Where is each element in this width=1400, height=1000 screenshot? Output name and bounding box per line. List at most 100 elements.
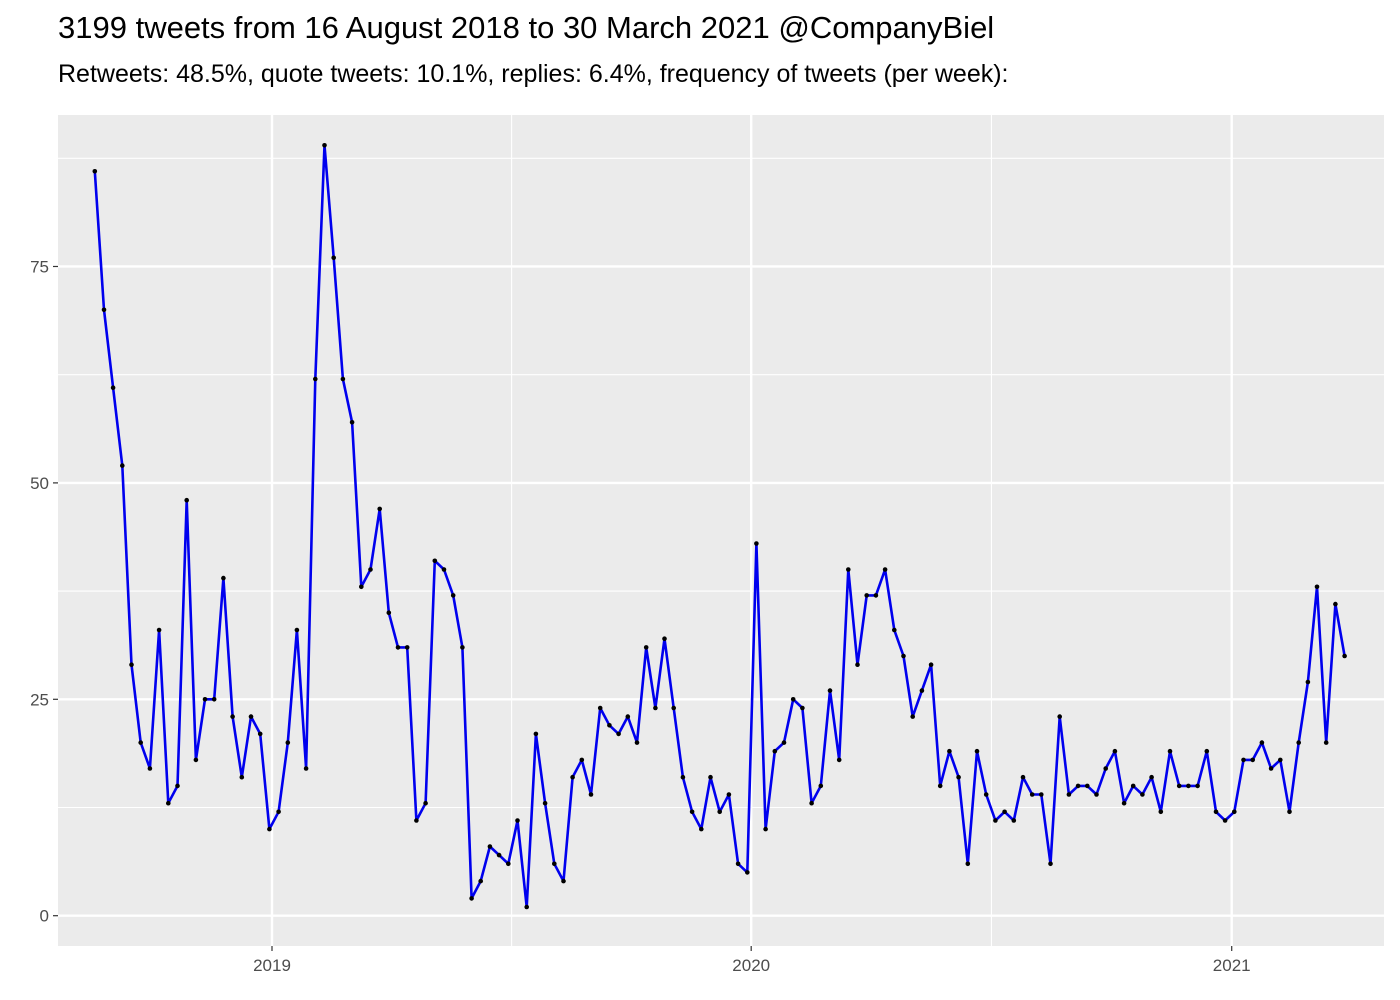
data-point (257, 731, 263, 737)
data-point (193, 757, 199, 763)
data-point (340, 376, 346, 382)
data-point (1057, 714, 1062, 719)
data-point (1314, 584, 1320, 590)
data-point (699, 826, 704, 832)
data-point (202, 697, 208, 702)
data-point (1176, 783, 1182, 789)
data-point (313, 376, 318, 382)
data-point (515, 818, 520, 823)
data-point (671, 705, 676, 711)
data-point (625, 714, 631, 719)
data-point (745, 870, 750, 875)
data-point (634, 740, 640, 745)
y-tick-label: 25 (30, 690, 49, 709)
data-point (607, 723, 612, 728)
data-point (873, 593, 879, 598)
data-point (836, 757, 842, 763)
data-point (322, 143, 327, 148)
data-point (910, 714, 915, 719)
data-point (147, 766, 153, 771)
data-point (919, 688, 925, 693)
data-point (1103, 766, 1108, 771)
data-point (211, 697, 217, 702)
data-point (1296, 740, 1301, 745)
y-tick-label: 50 (30, 474, 49, 493)
data-point (460, 645, 465, 650)
data-point (386, 610, 392, 615)
data-point (790, 697, 796, 702)
data-point (708, 774, 713, 780)
data-point (248, 714, 254, 719)
data-point (1002, 809, 1007, 815)
data-point (377, 506, 383, 512)
chart-title: 3199 tweets from 16 August 2018 to 30 Ma… (58, 10, 995, 45)
data-point (1342, 653, 1347, 659)
data-points (92, 143, 1347, 910)
data-point (285, 740, 291, 745)
data-point (239, 774, 245, 780)
data-point (1112, 748, 1118, 754)
data-point (120, 463, 125, 468)
data-point (1213, 809, 1219, 815)
data-point (993, 818, 998, 823)
data-point (754, 541, 759, 546)
data-point (267, 826, 272, 832)
data-point (1250, 757, 1255, 763)
data-point (643, 645, 649, 650)
data-point (1278, 757, 1283, 763)
data-point (1066, 792, 1072, 797)
data-point (1130, 783, 1136, 789)
data-point (901, 653, 906, 659)
data-point (1048, 861, 1053, 867)
data-point (1323, 740, 1329, 745)
data-point (404, 645, 410, 650)
data-point (653, 705, 658, 711)
data-point (1305, 679, 1311, 685)
data-point (101, 307, 107, 313)
data-point (1085, 783, 1090, 789)
chart-subtitle: Retweets: 48.5%, quote tweets: 10.1%, re… (58, 60, 1009, 88)
data-point (487, 844, 493, 849)
data-point (1158, 809, 1164, 815)
data-point (928, 662, 934, 667)
data-point (965, 861, 971, 867)
data-point (680, 774, 686, 780)
data-point (184, 497, 189, 503)
data-point (303, 766, 309, 771)
data-point (956, 774, 961, 780)
data-point (138, 740, 143, 745)
data-point (349, 420, 355, 425)
data-point (892, 627, 897, 633)
data-point (864, 593, 869, 598)
data-point (1149, 774, 1154, 780)
data-point (726, 792, 732, 797)
y-tick-label: 0 (40, 907, 49, 926)
data-point (947, 748, 952, 754)
data-point (1204, 748, 1210, 754)
data-point (395, 645, 401, 650)
x-tick-label: 2021 (1213, 956, 1251, 975)
data-point (561, 878, 566, 884)
data-point (588, 792, 594, 797)
data-point (1268, 766, 1274, 771)
data-point (818, 783, 824, 789)
data-point (937, 783, 943, 789)
data-point (1011, 818, 1017, 823)
plot-panel (58, 115, 1384, 946)
data-point (772, 748, 778, 754)
data-point (542, 800, 548, 806)
data-point (800, 705, 805, 711)
data-point (1232, 809, 1237, 815)
data-point (524, 904, 529, 910)
data-point (110, 385, 116, 391)
data-point (552, 861, 557, 867)
data-point (882, 567, 888, 572)
major-gridlines (58, 115, 1384, 946)
data-point (1029, 792, 1035, 797)
data-point (533, 731, 539, 737)
data-point (1020, 774, 1026, 780)
data-point (974, 748, 980, 754)
data-point (221, 575, 226, 581)
data-point (846, 567, 851, 572)
